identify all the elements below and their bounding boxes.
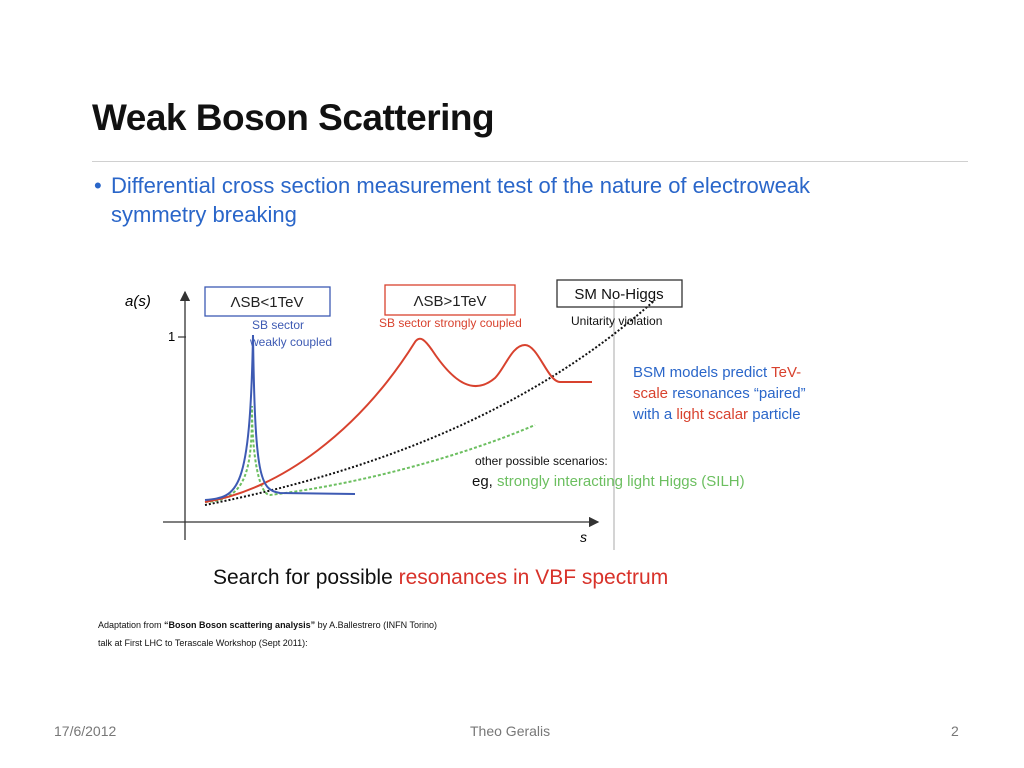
bsm-line-2: scale resonances “paired” (633, 385, 806, 402)
weak-box (204, 286, 331, 317)
bullet-point: • Differential cross section measurement… (94, 171, 934, 229)
footer-date: 17/6/2012 (54, 723, 117, 739)
source-line-1: Adaptation from “Boson Boson scattering … (98, 616, 437, 634)
silh-curve (204, 405, 536, 503)
source-prefix: Adaptation from (98, 620, 165, 630)
bsm-line-3: with a light scalar particle (632, 406, 801, 423)
weak-box-label: ΛSB<1TeV (231, 294, 304, 311)
y-tick-label: 1 (168, 329, 175, 344)
strong-box-label: ΛSB>1TeV (414, 293, 487, 310)
title-divider (92, 161, 968, 162)
strong-box (384, 284, 516, 316)
caption-highlight: resonances in VBF spectrum (398, 566, 669, 589)
bullet-marker: • (94, 173, 102, 198)
other-scenarios-label: other possible scenarios: (475, 454, 608, 468)
silh-label: eg, strongly interacting light Higgs (SI… (472, 473, 745, 490)
bullet-line-1: Differential cross section measurement t… (111, 173, 811, 198)
y-axis-label: a(s) (125, 293, 151, 310)
unitarity-label: Unitarity violation (571, 314, 662, 328)
source-line-2: talk at First LHC to Terascale Workshop … (98, 638, 308, 648)
source-author: by A.Ballestrero (INFN Torino) (315, 620, 437, 630)
caption-part-1: Search for possible (213, 566, 399, 589)
x-axis-label: s (580, 529, 587, 545)
slide-title: Weak Boson Scattering (92, 97, 495, 138)
sm-no-higgs-label: SM No-Higgs (574, 286, 663, 303)
weak-box-sub-1: SB sector (252, 318, 304, 332)
sm-no-higgs-curve (204, 299, 656, 506)
source-note: Adaptation from “Boson Boson scattering … (98, 616, 437, 652)
footer-author: Theo Geralis (470, 723, 551, 739)
strong-box-sub: SB sector strongly coupled (379, 316, 522, 330)
source-title: “Boson Boson scattering analysis” (164, 620, 316, 630)
strong-coupling-curve (204, 337, 592, 503)
bullet-line-2: symmetry breaking (111, 202, 297, 227)
sm-no-higgs-box (556, 279, 683, 308)
footer-page-number: 2 (951, 723, 959, 739)
bsm-line-1: BSM models predict TeV- (633, 364, 801, 381)
diagram-caption: Search for possible resonances in VBF sp… (213, 566, 668, 590)
weak-coupling-curve (204, 334, 356, 501)
weak-box-sub-2: weakly coupled (249, 335, 332, 349)
